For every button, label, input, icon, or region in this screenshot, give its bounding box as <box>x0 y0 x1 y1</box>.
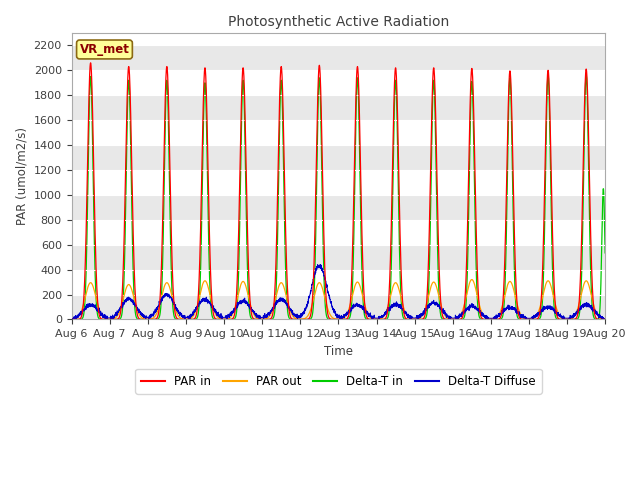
Bar <box>72 245 605 270</box>
Bar <box>72 70 605 95</box>
X-axis label: Time: Time <box>324 345 353 358</box>
Bar <box>72 220 605 245</box>
Y-axis label: PAR (umol/m2/s): PAR (umol/m2/s) <box>15 127 28 225</box>
Bar <box>72 145 605 170</box>
Bar <box>72 95 605 120</box>
Legend: PAR in, PAR out, Delta-T in, Delta-T Diffuse: PAR in, PAR out, Delta-T in, Delta-T Dif… <box>135 369 541 394</box>
Title: Photosynthetic Active Radiation: Photosynthetic Active Radiation <box>228 15 449 29</box>
Bar <box>72 270 605 295</box>
Text: VR_met: VR_met <box>79 43 129 56</box>
Bar <box>72 295 605 319</box>
Bar <box>72 170 605 195</box>
Bar <box>72 46 605 70</box>
Bar <box>72 120 605 145</box>
Bar <box>72 195 605 220</box>
